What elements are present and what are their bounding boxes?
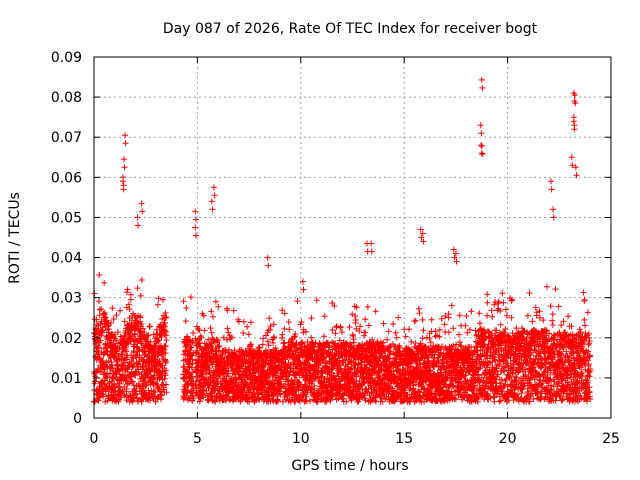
axis-ticks (93, 56, 612, 419)
x-tick-label: 20 (499, 431, 517, 447)
x-tick-label: 15 (395, 431, 413, 447)
y-tick-label: 0 (73, 411, 82, 427)
x-tick-label: 5 (193, 431, 202, 447)
y-tick-label: 0.01 (51, 371, 82, 387)
y-tick-label: 0.03 (51, 291, 82, 307)
x-axis-label: GPS time / hours (291, 458, 408, 474)
y-tick-label: 0.08 (51, 90, 82, 106)
y-axis-label: ROTI / TECUs (7, 192, 23, 284)
y-tick-label: 0.04 (51, 251, 82, 267)
y-tick-label: 0.09 (51, 50, 82, 66)
y-tick-label: 0.07 (51, 130, 82, 146)
x-tick-label: 10 (292, 431, 310, 447)
chart-title: Day 087 of 2026, Rate Of TEC Index for r… (163, 21, 538, 37)
x-tick-labels: 0 5 10 15 20 25 (90, 431, 620, 447)
x-tick-label: 25 (602, 431, 620, 447)
y-tick-label: 0.02 (51, 331, 82, 347)
plot-frame (93, 56, 612, 419)
x-tick-label: 0 (90, 431, 99, 447)
y-tick-labels: 0 0.01 0.02 0.03 0.04 0.05 0.06 0.07 0.08 0.09 (51, 50, 82, 427)
y-tick-label: 0.05 (51, 210, 82, 226)
y-tick-label: 0.06 (51, 170, 82, 186)
